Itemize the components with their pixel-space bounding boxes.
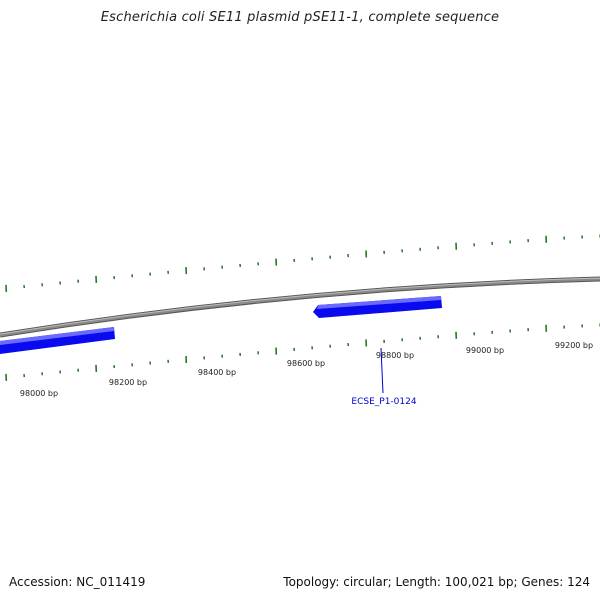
map-summary-text: Topology: circular; Length: 100,021 bp; … [283, 575, 590, 589]
bp-label-99200: 99200 bp [555, 341, 593, 350]
outer-tick-track [5, 234, 600, 292]
bp-label-98000: 98000 bp [20, 389, 58, 398]
map-title: Escherichia coli SE11 plasmid pSE11-1, c… [100, 10, 500, 25]
backbone-outline [0, 276, 600, 338]
bp-label-98400: 98400 bp [198, 368, 236, 377]
accession-text: Accession: NC_011419 [9, 575, 146, 589]
gene-track [0, 296, 442, 354]
bp-label-98600: 98600 bp [287, 359, 325, 368]
bp-label-99000: 99000 bp [466, 346, 504, 355]
gene-callouts: ECSE_P1-0124 [351, 347, 417, 407]
gene-arrow-left-partial[interactable] [0, 327, 115, 354]
bp-scale-labels: 98000 bp 98200 bp 98400 bp 98600 bp 9880… [20, 341, 593, 398]
backbone [0, 276, 600, 338]
backbone-line [0, 277, 600, 337]
gene-label-ecse-p1-0124[interactable]: ECSE_P1-0124 [351, 397, 416, 407]
bp-label-98200: 98200 bp [109, 378, 147, 387]
bp-label-98800: 98800 bp [376, 351, 414, 360]
backbone-highlight [0, 277, 600, 335]
gene-callout-line [380, 347, 384, 394]
gene-arrow-ecse-p1-0124[interactable] [313, 296, 442, 318]
inner-tick-track [5, 323, 600, 381]
